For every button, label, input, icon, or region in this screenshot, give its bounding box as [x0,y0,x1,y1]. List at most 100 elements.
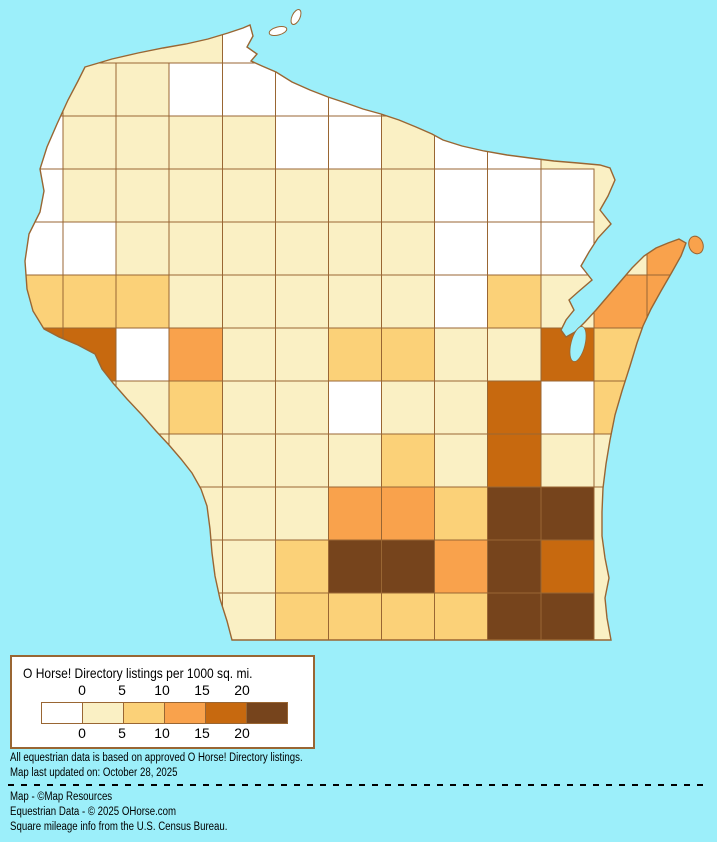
county-cell [434,539,489,594]
county-cell [487,433,542,488]
legend-title: O Horse! Directory listings per 1000 sq.… [23,665,253,681]
county-cell [168,168,223,223]
county-cell [221,592,276,640]
county-cell [434,274,489,329]
county-cell [221,221,276,276]
county-cell [327,592,383,640]
legend-swatch [247,703,287,723]
county-cell [221,274,276,329]
county-cell [327,274,383,329]
county-cell [593,433,648,488]
county-cell [487,221,542,276]
washington-island [688,235,704,255]
county-cell [221,539,276,594]
county-cell [168,274,223,329]
county-cell [327,168,383,223]
state-outline [24,24,687,641]
legend-swatch [42,703,83,723]
legend-swatch [165,703,206,723]
county-cell [487,380,542,435]
county-cell [381,380,436,435]
county-cell [434,433,489,488]
county-cell [25,168,64,223]
legend-ticks-top: 0 5 10 15 20 [12,682,313,698]
legend-ticks-bottom: 0 5 10 15 20 [12,725,313,741]
county-cell [327,327,383,382]
legend-tick-label: 5 [118,682,126,698]
county-cell [115,274,170,329]
county-cell [221,168,276,223]
county-cell [221,115,276,170]
county-cell [25,327,64,382]
legend-tick-label: 15 [194,682,210,698]
county-cell [115,62,170,117]
county-cell [168,62,223,117]
county-cell [381,539,436,594]
county-cell [168,327,223,382]
county-cell [327,62,383,117]
county-cell [487,327,542,382]
county-cell [434,327,489,382]
legend-tick-label: 10 [154,682,170,698]
county-cell [221,62,276,117]
county-cell [540,380,595,435]
legend-color-ramp [41,702,288,724]
county-cell [62,274,117,329]
county-cell [274,486,329,541]
county-cell [25,221,64,276]
county-cell [274,115,329,170]
county-cell [115,115,170,170]
dashed-divider [8,784,710,786]
apostle-island [268,25,288,37]
county-cell [381,221,436,276]
county-cell [274,592,329,640]
county-cell [381,274,436,329]
county-cell [434,486,489,541]
footer-note-data-source: All equestrian data is based on approved… [10,752,303,764]
footer-note-last-updated: Map last updated on: October 28, 2025 [10,767,178,779]
county-cell [381,327,436,382]
county-cell [381,592,436,640]
county-cell [221,433,276,488]
county-cell [434,115,489,170]
county-cell [168,221,223,276]
legend-swatch [206,703,247,723]
county-cell [115,380,170,435]
county-cell [221,486,276,541]
county-cell [540,592,595,640]
county-cell [434,168,489,223]
legend-tick-label: 15 [194,725,210,741]
county-cell [274,168,329,223]
county-cell [487,486,542,541]
county-cell [487,168,542,223]
legend-tick-label: 10 [154,725,170,741]
county-cell [381,433,436,488]
county-cell [25,274,64,329]
county-grid [25,25,686,640]
legend-tick-label: 20 [234,682,250,698]
county-cell [62,62,117,117]
county-cell [62,327,117,382]
county-cell [327,221,383,276]
apostle-island [290,9,302,25]
county-cell [540,433,595,488]
wisconsin-county-choropleth-map [24,9,704,641]
county-cell [487,115,542,170]
county-cell [327,539,383,594]
county-cell [115,168,170,223]
county-cell [540,168,595,223]
county-cell [327,380,383,435]
legend-swatch [83,703,124,723]
county-cell [434,221,489,276]
county-cell [274,62,329,117]
county-cell [593,274,648,329]
county-cell [274,433,329,488]
legend-tick-label: 5 [118,725,126,741]
county-cell [221,25,276,64]
legend-box: O Horse! Directory listings per 1000 sq.… [10,655,315,749]
county-cell [381,486,436,541]
county-cell [487,539,542,594]
county-cell [381,168,436,223]
county-cell [381,62,436,117]
